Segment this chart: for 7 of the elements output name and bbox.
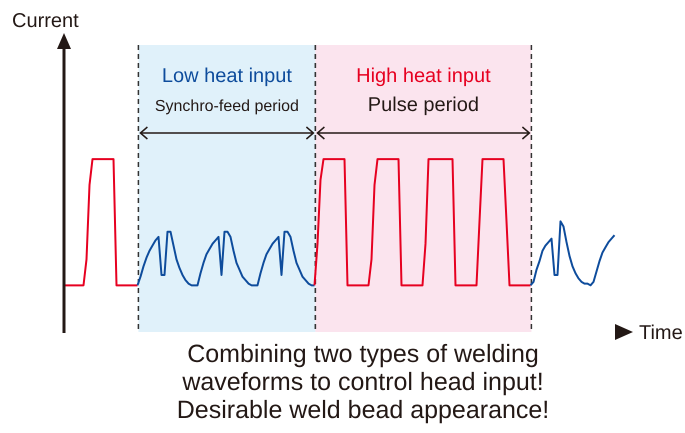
text: High heat input: [356, 65, 492, 87]
x-axis-title: Time: [639, 322, 683, 344]
text: Pulse period: [368, 94, 479, 116]
text: Current: [12, 10, 80, 32]
text: Synchro-feed period: [154, 98, 299, 115]
text: Combining two types of welding waveforms to control head input! Desirable weld bead appearance!: [176, 340, 550, 424]
text: Low heat input: [162, 65, 292, 87]
